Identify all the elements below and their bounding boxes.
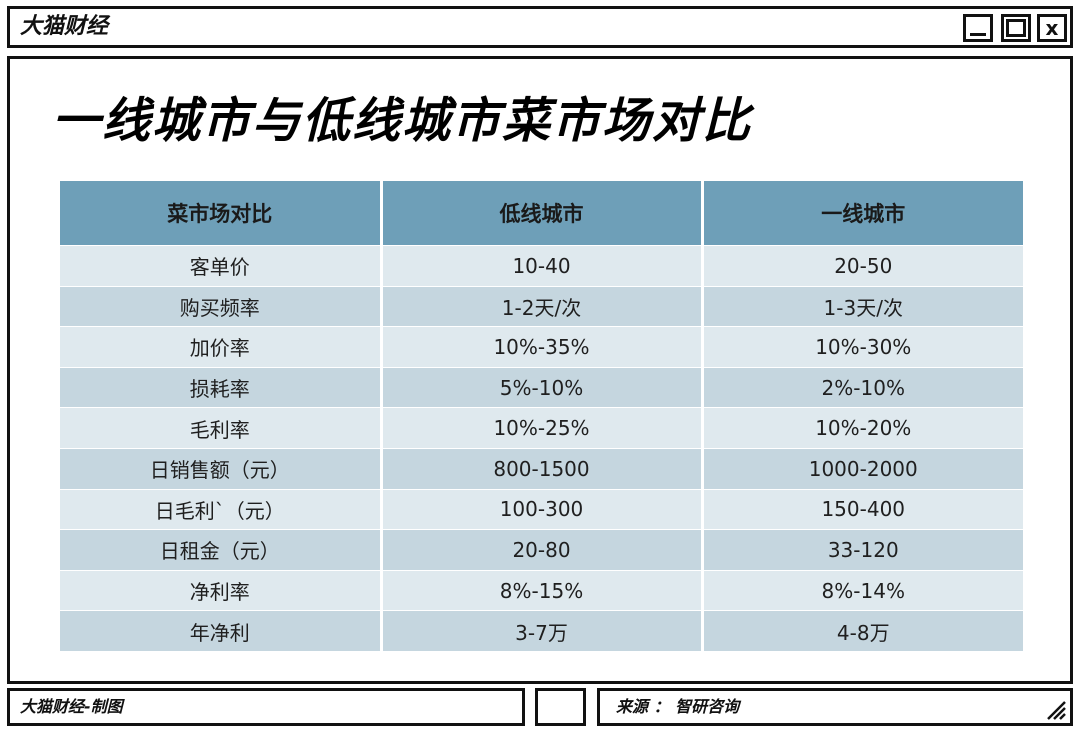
table-cell: 10%-20% xyxy=(702,407,1023,449)
table-cell: 10%-35% xyxy=(381,326,704,368)
column-header: 低线城市 xyxy=(381,181,704,246)
title-bar: 大猫财经 x xyxy=(7,6,1073,48)
table-row: 损耗率 5%-10% 2%-10% xyxy=(60,366,1023,408)
table-cell: 20-80 xyxy=(381,529,704,571)
table-cell: 日租金（元） xyxy=(60,529,383,571)
table-row: 客单价 10-40 20-50 xyxy=(60,245,1023,287)
minimize-button[interactable] xyxy=(963,14,993,42)
table-row: 购买频率 1-2天/次 1-3天/次 xyxy=(60,285,1023,327)
footer-credit: 大猫财经-制图 xyxy=(20,697,123,716)
table-row: 净利率 8%-15% 8%-14% xyxy=(60,569,1023,611)
close-icon: x xyxy=(1045,16,1059,40)
table-cell: 10-40 xyxy=(381,245,704,287)
table-cell: 加价率 xyxy=(60,326,383,368)
table-cell: 2%-10% xyxy=(702,366,1023,408)
table-row: 日租金（元） 20-80 33-120 xyxy=(60,529,1023,571)
table-cell: 4-8万 xyxy=(702,610,1023,651)
table-row: 加价率 10%-35% 10%-30% xyxy=(60,326,1023,368)
table-cell: 年净利 xyxy=(60,610,383,651)
table-cell: 20-50 xyxy=(702,245,1023,287)
column-header: 一线城市 xyxy=(702,181,1023,246)
table-cell: 客单价 xyxy=(60,245,383,287)
table-cell: 800-1500 xyxy=(381,447,704,490)
comparison-table: 菜市场对比 低线城市 一线城市 客单价 10-40 20-50 购买频率 1-2… xyxy=(60,181,1023,651)
table-header-row: 菜市场对比 低线城市 一线城市 xyxy=(60,181,1023,246)
maximize-icon xyxy=(1006,19,1026,37)
footer-credit-box: 大猫财经-制图 xyxy=(7,688,525,726)
table-cell: 净利率 xyxy=(60,569,383,611)
table-cell: 3-7万 xyxy=(381,610,704,651)
footer-source-box: 来源 ： 智研咨询 xyxy=(597,688,1073,726)
table-cell: 10%-30% xyxy=(702,326,1023,368)
resize-grip-icon[interactable] xyxy=(1044,698,1066,720)
table-row: 年净利 3-7万 4-8万 xyxy=(60,610,1023,651)
maximize-button[interactable] xyxy=(1001,14,1031,42)
table-cell: 1000-2000 xyxy=(702,447,1023,490)
table-cell: 10%-25% xyxy=(381,407,704,449)
page-title: 一线城市与低线城市菜市场对比 xyxy=(52,93,753,149)
main-panel: 一线城市与低线城市菜市场对比 菜市场对比 低线城市 一线城市 客单价 10-40… xyxy=(7,56,1073,684)
table-row: 日毛利`（元） 100-300 150-400 xyxy=(60,488,1023,530)
table-cell: 购买频率 xyxy=(60,285,383,327)
table-cell: 5%-10% xyxy=(381,366,704,408)
table-row: 毛利率 10%-25% 10%-20% xyxy=(60,407,1023,449)
table-cell: 100-300 xyxy=(381,488,704,530)
table-row: 日销售额（元） 800-1500 1000-2000 xyxy=(60,447,1023,490)
minimize-icon xyxy=(970,32,986,36)
footer-spacer-box xyxy=(535,688,586,726)
table-cell: 8%-15% xyxy=(381,569,704,611)
close-button[interactable]: x xyxy=(1037,14,1067,42)
table-cell: 损耗率 xyxy=(60,366,383,408)
footer-source: 来源 ： 智研咨询 xyxy=(616,697,740,716)
column-header: 菜市场对比 xyxy=(60,181,383,246)
table-cell: 毛利率 xyxy=(60,407,383,449)
brand-label: 大猫财经 xyxy=(20,14,109,39)
table-cell: 日销售额（元） xyxy=(60,447,383,490)
table-cell: 1-2天/次 xyxy=(381,285,704,327)
table-cell: 150-400 xyxy=(702,488,1023,530)
table-cell: 8%-14% xyxy=(702,569,1023,611)
table-cell: 33-120 xyxy=(702,529,1023,571)
table-cell: 日毛利`（元） xyxy=(60,488,383,530)
table-cell: 1-3天/次 xyxy=(702,285,1023,327)
